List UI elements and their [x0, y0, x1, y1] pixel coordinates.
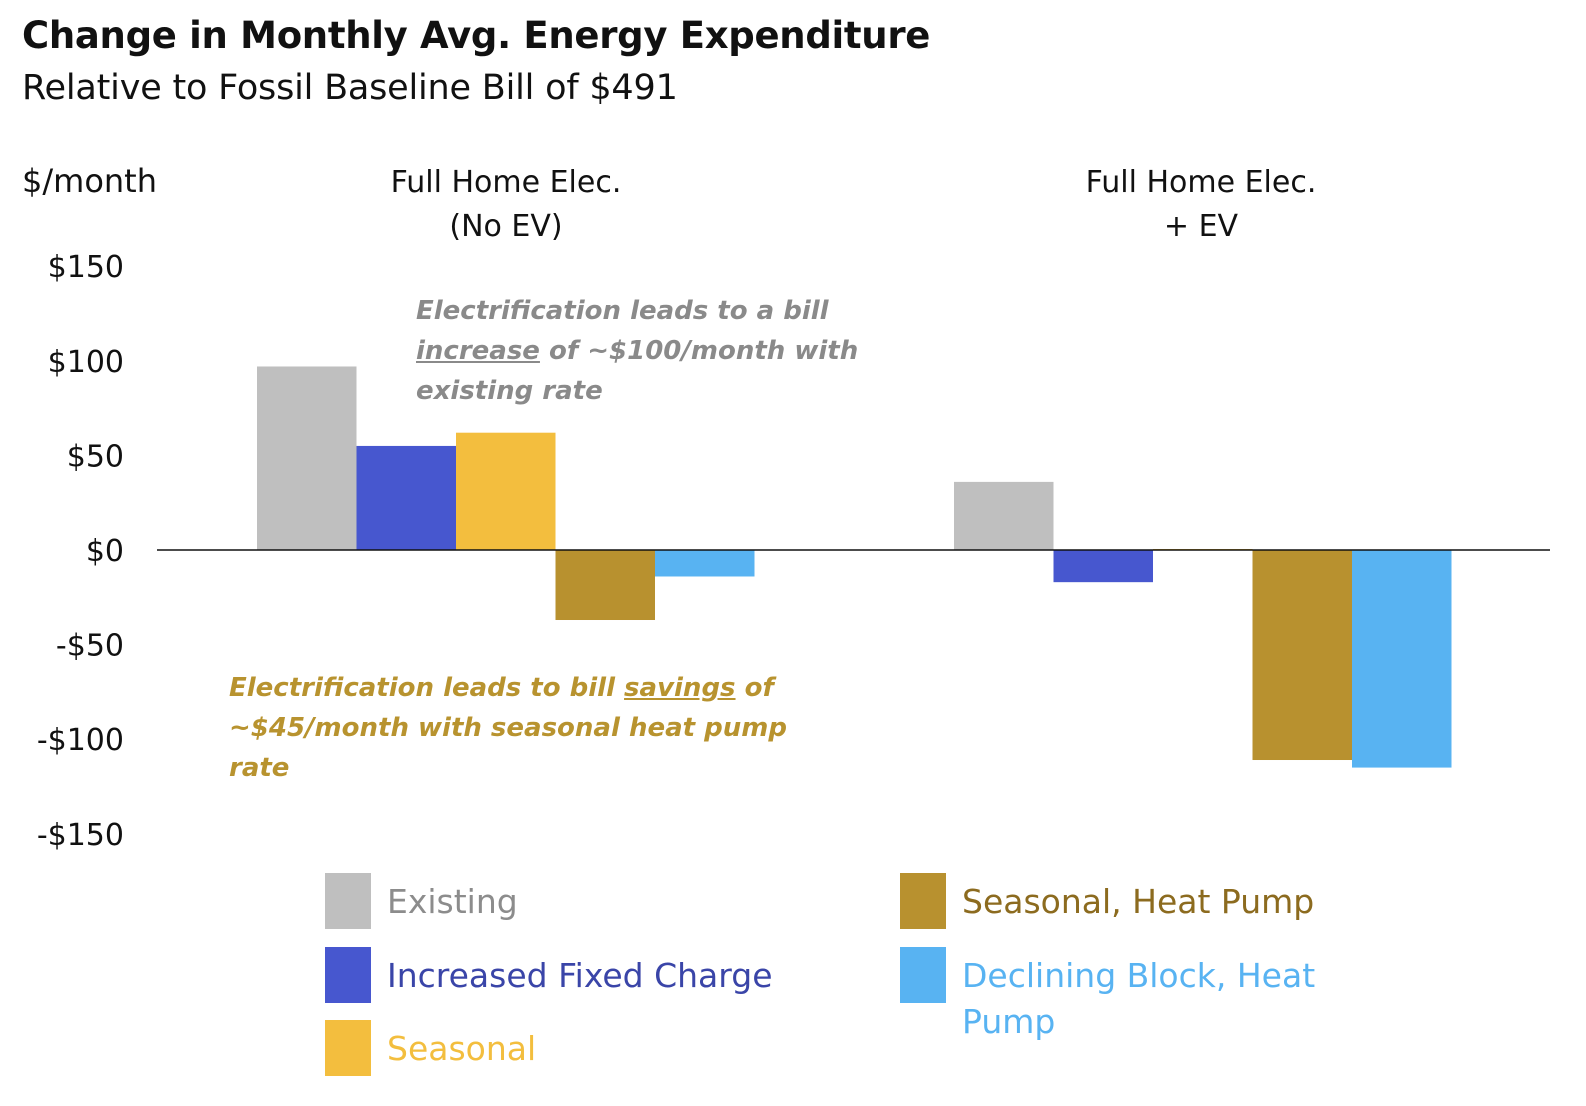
- legend-item-seasonal: Seasonal: [325, 1020, 536, 1076]
- annotation-emphasis: savings: [624, 673, 736, 703]
- annotation-savings: Electrification leads to bill savings of…: [229, 668, 829, 788]
- legend-item-seasonal-heat-pump: Seasonal, Heat Pump: [900, 873, 1314, 929]
- y-tick-label: $100: [48, 345, 124, 380]
- y-tick-label: $150: [48, 250, 124, 285]
- category-label-ev: Full Home Elec. + EV: [1086, 161, 1317, 249]
- y-tick-label: -$150: [37, 818, 124, 853]
- legend-swatch: [325, 947, 371, 1003]
- legend-swatch: [325, 1020, 371, 1076]
- legend-label: Increased Fixed Charge: [387, 956, 773, 995]
- category-label-line: Full Home Elec.: [1085, 165, 1317, 200]
- annotation-text: Electrification leads to a bill: [416, 296, 829, 326]
- legend-label: Declining Block, Heat Pump: [962, 956, 1316, 1041]
- bar: [555, 550, 655, 621]
- y-tick-label: -$50: [56, 629, 124, 664]
- legend-item-increased-fixed-charge: Increased Fixed Charge: [325, 947, 773, 1003]
- chart-subtitle: Relative to Fossil Baseline Bill of $491: [22, 68, 678, 108]
- bar: [1252, 550, 1352, 761]
- y-tick-label: $50: [67, 439, 124, 474]
- legend-label: Seasonal: [387, 1029, 537, 1068]
- chart-title: Change in Monthly Avg. Energy Expenditur…: [22, 14, 931, 57]
- category-label-no-ev: Full Home Elec. (No EV): [391, 161, 622, 249]
- bar: [356, 445, 456, 550]
- y-tick-label: -$100: [37, 723, 124, 758]
- legend-label: Existing: [387, 882, 518, 921]
- annotation-increase: Electrification leads to a bill increase…: [416, 291, 886, 411]
- legend-swatch: [900, 873, 946, 929]
- legend-item-declining-block-heat-pump: Declining Block, Heat Pump: [900, 947, 1342, 1045]
- category-label-line: Full Home Elec.: [390, 165, 622, 200]
- bar: [1053, 550, 1153, 583]
- annotation-text: Electrification leads to bill: [229, 673, 625, 703]
- annotation-text: of ~$100/month with existing rate: [416, 336, 859, 406]
- y-axis-label: $/month: [22, 162, 157, 200]
- category-label-line: + EV: [1163, 209, 1239, 244]
- bar: [655, 550, 755, 577]
- legend-swatch: [900, 947, 946, 1003]
- bar: [456, 432, 556, 550]
- legend-item-existing: Existing: [325, 873, 518, 929]
- bar: [257, 366, 357, 550]
- bar: [954, 481, 1054, 550]
- annotation-text: of ~$45/month with seasonal heat pump ra…: [229, 673, 787, 783]
- legend-label: Seasonal, Heat Pump: [962, 882, 1315, 921]
- category-label-line: (No EV): [449, 209, 563, 244]
- legend-swatch: [325, 873, 371, 929]
- bar: [1352, 550, 1452, 768]
- y-tick-label: $0: [86, 534, 124, 569]
- annotation-emphasis: increase: [416, 336, 540, 366]
